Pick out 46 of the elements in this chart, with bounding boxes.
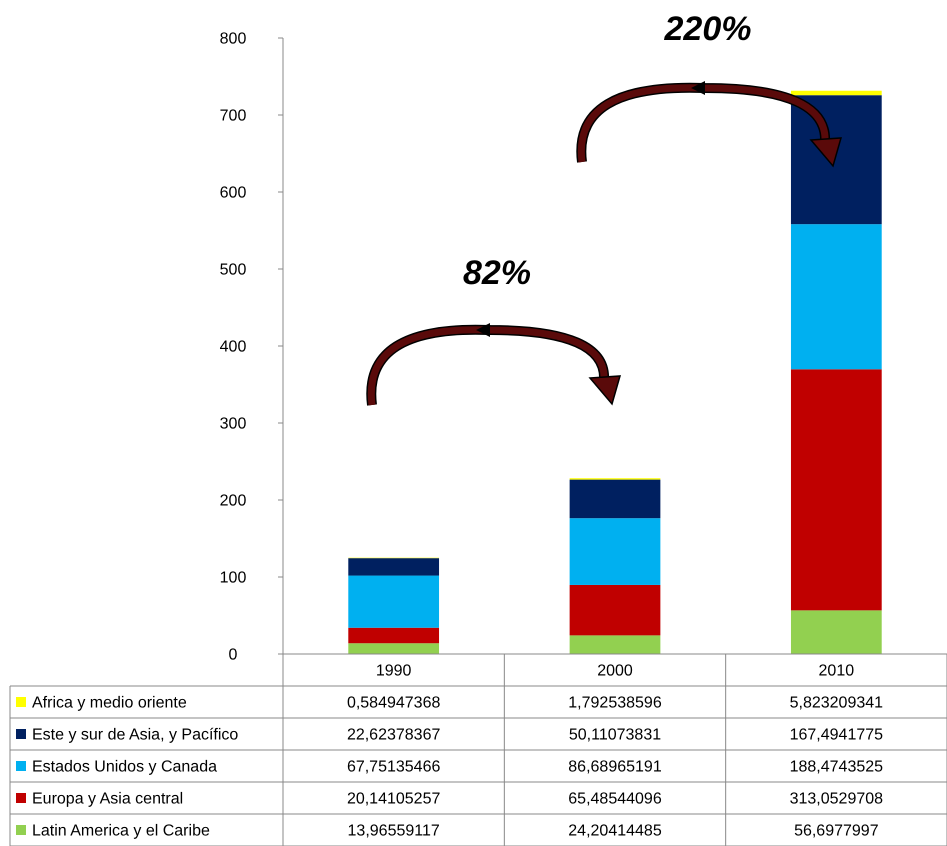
data-label: 86,68965191 xyxy=(568,758,662,776)
data-label: 67,75135466 xyxy=(346,758,440,776)
legend-label: Estados Unidos y Canada xyxy=(32,758,218,776)
data-label: 188,4743525 xyxy=(790,758,884,776)
y-tick-label: 600 xyxy=(220,184,246,202)
data-label: 1,792538596 xyxy=(568,694,662,712)
annotation: 220% xyxy=(664,10,752,48)
data-label: 0,584947368 xyxy=(346,694,440,712)
bar xyxy=(348,558,440,576)
y-tick-label: 0 xyxy=(228,646,238,664)
x-tick-label: 1990 xyxy=(376,662,412,680)
x-tick-label: 2000 xyxy=(597,662,633,680)
x-tick-label: 2010 xyxy=(818,662,854,680)
data-label: 22,62378367 xyxy=(346,726,440,744)
bar xyxy=(790,224,882,370)
y-tick-label: 500 xyxy=(220,262,246,279)
bar xyxy=(570,480,660,518)
data-label: 313,0529708 xyxy=(790,790,884,808)
data-label: 13,96559117 xyxy=(348,822,440,840)
data-label: 65,48544096 xyxy=(568,790,662,808)
bar xyxy=(348,576,440,628)
legend-label: Europa y Asia central xyxy=(32,790,184,808)
y-tick-label: 700 xyxy=(220,108,246,125)
bar xyxy=(348,628,440,644)
bar xyxy=(570,584,660,636)
y-tick-label: 100 xyxy=(220,570,246,587)
y-tick-label: 800 xyxy=(220,30,246,48)
data-label: 24,20414485 xyxy=(568,822,662,840)
legend-label: Africa y medio oriente xyxy=(32,694,187,712)
data-label: 5,823209341 xyxy=(790,694,884,712)
data-label: 20,14105257 xyxy=(346,790,440,808)
bar xyxy=(348,643,440,654)
data-label: 50,11073831 xyxy=(568,726,662,744)
bar xyxy=(570,635,660,654)
legend-label: Latin America y el Caribe xyxy=(32,822,210,840)
legend-label: Este y sur de Asia, y Pacífico xyxy=(32,726,238,744)
bar xyxy=(790,369,882,610)
y-tick-label: 200 xyxy=(220,492,246,510)
bar xyxy=(570,518,660,585)
bar xyxy=(790,90,882,96)
data-label: 56,6977997 xyxy=(794,822,879,840)
annotation: 82% xyxy=(462,254,532,292)
bar xyxy=(790,610,882,654)
y-tick-label: 300 xyxy=(220,416,246,433)
data-label: 167,4941775 xyxy=(790,726,884,744)
y-tick-label: 400 xyxy=(220,338,246,356)
